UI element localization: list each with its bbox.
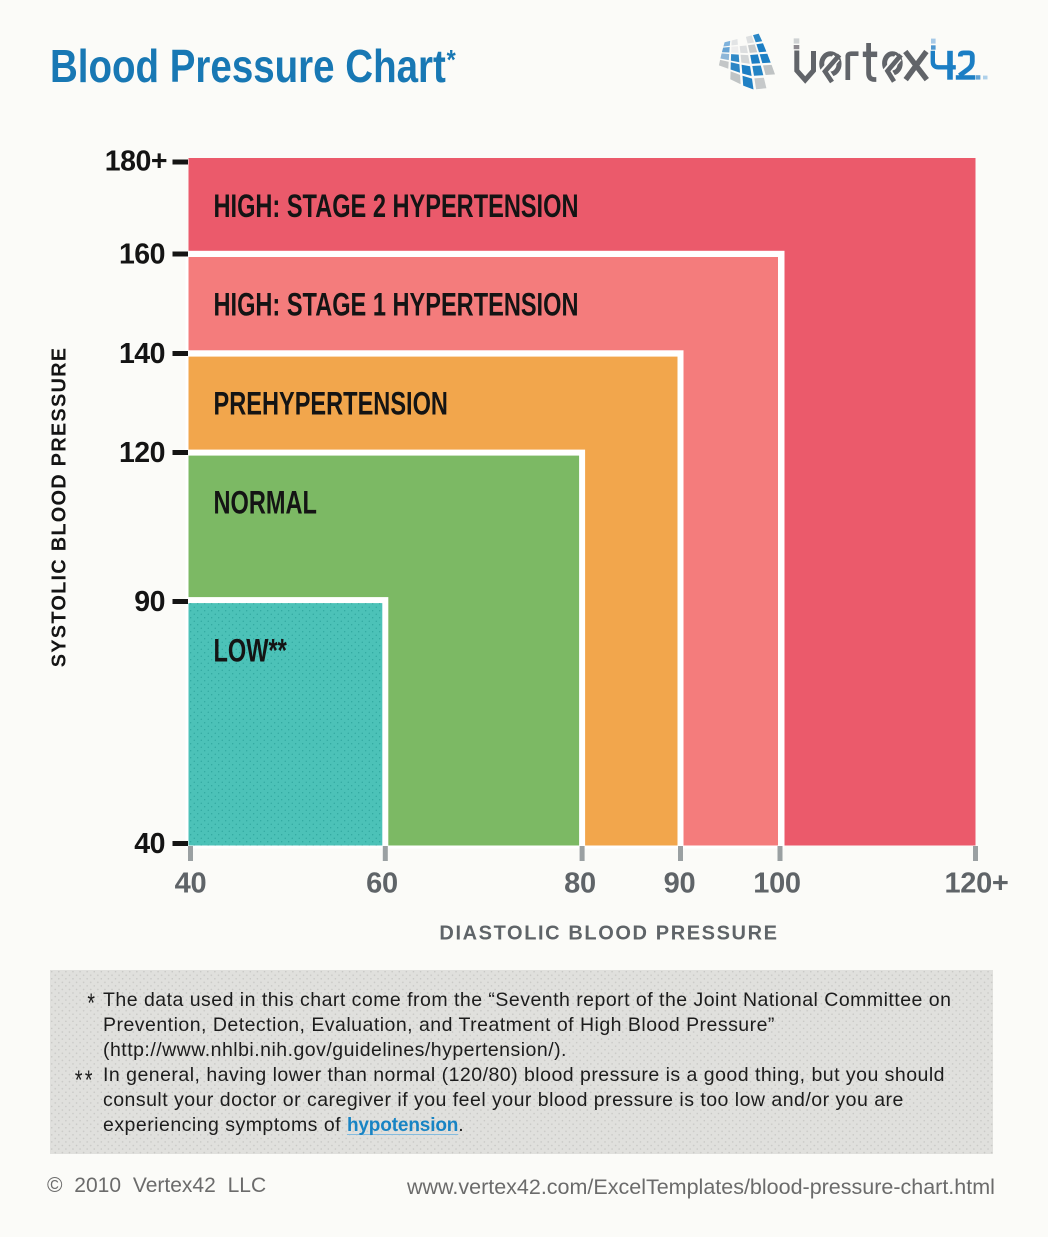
svg-text:80: 80 bbox=[564, 868, 596, 900]
svg-text:90: 90 bbox=[134, 586, 165, 618]
svg-text:SYSTOLIC BLOOD PRESSURE: SYSTOLIC BLOOD PRESSURE bbox=[49, 347, 71, 668]
svg-text:140: 140 bbox=[119, 338, 165, 370]
svg-text:NORMAL: NORMAL bbox=[214, 485, 317, 520]
svg-text:LOW**: LOW** bbox=[214, 633, 287, 668]
svg-text:PREHYPERTENSION: PREHYPERTENSION bbox=[214, 386, 448, 421]
svg-text:HIGH: STAGE 2 HYPERTENSION: HIGH: STAGE 2 HYPERTENSION bbox=[214, 189, 579, 224]
svg-text:DIASTOLIC BLOOD PRESSURE: DIASTOLIC BLOOD PRESSURE bbox=[439, 923, 778, 945]
svg-text:120: 120 bbox=[119, 437, 165, 469]
svg-text:90: 90 bbox=[664, 868, 696, 900]
svg-text:120+: 120+ bbox=[944, 868, 1008, 900]
svg-text:180+: 180+ bbox=[105, 146, 167, 178]
svg-text:60: 60 bbox=[366, 868, 398, 900]
svg-text:HIGH: STAGE 1 HYPERTENSION: HIGH: STAGE 1 HYPERTENSION bbox=[214, 287, 579, 322]
svg-text:100: 100 bbox=[753, 868, 801, 900]
svg-text:160: 160 bbox=[119, 238, 165, 270]
svg-text:40: 40 bbox=[134, 828, 165, 860]
svg-text:40: 40 bbox=[175, 868, 207, 900]
